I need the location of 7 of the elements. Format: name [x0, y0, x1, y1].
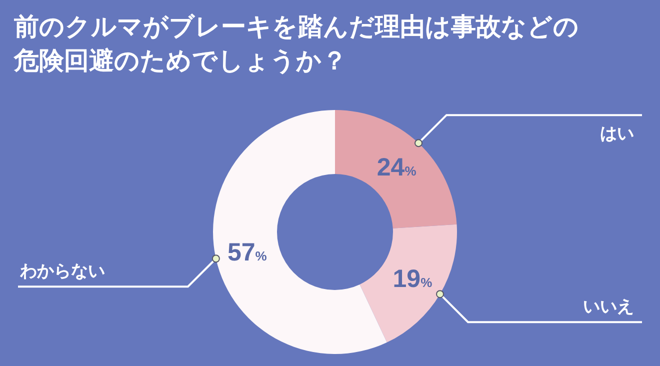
- slice-label: いいえ: [583, 297, 634, 316]
- chart-title: 前のクルマがブレーキを踏んだ理由は事故などの危険回避のためでしょうか？: [14, 12, 580, 77]
- data-label: 24%: [376, 153, 417, 182]
- slice-label: はい: [600, 124, 634, 144]
- data-label: 19%: [392, 264, 433, 293]
- data-label: 57%: [227, 238, 268, 267]
- slice-label: わからない: [19, 262, 105, 281]
